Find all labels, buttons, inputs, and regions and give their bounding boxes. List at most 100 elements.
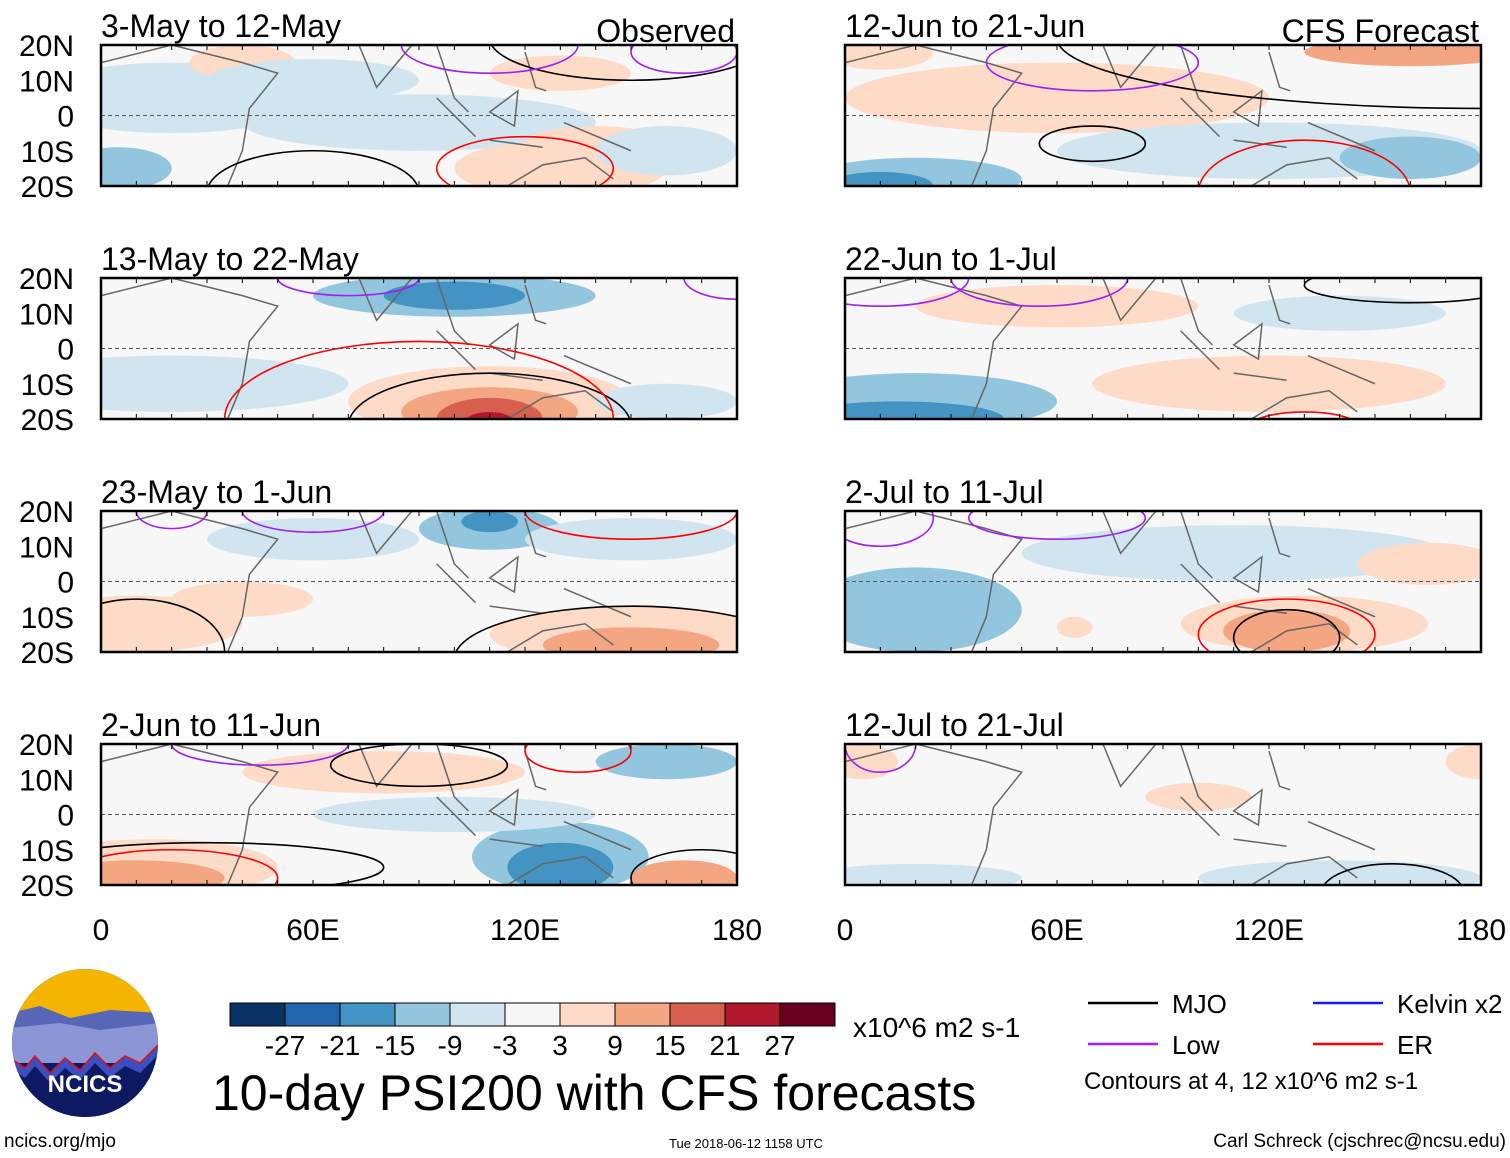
wave-contour xyxy=(985,45,1200,92)
colorbar-swatch xyxy=(284,1002,341,1027)
psi-anomaly-region xyxy=(845,744,898,780)
psi-anomaly-region xyxy=(845,171,934,186)
y-tick-label: 10N xyxy=(19,298,74,331)
psi-anomaly-region xyxy=(461,511,518,533)
wave-contour xyxy=(524,744,632,773)
x-tick-label: 180 xyxy=(1456,914,1506,947)
y-tick-label: 20S xyxy=(21,404,74,437)
column-header: CFS Forecast xyxy=(1282,13,1479,49)
wave-contour xyxy=(1303,278,1481,304)
figure-title: 10-day PSI200 with CFS forecasts xyxy=(212,1065,977,1121)
coastline xyxy=(101,278,632,419)
y-tick-label: 20N xyxy=(19,729,74,762)
wave-contour xyxy=(207,149,419,186)
x-tick-label: 0 xyxy=(93,914,110,947)
y-tick-label: 10S xyxy=(21,835,74,868)
timestamp: Tue 2018-06-12 1158 UTC xyxy=(669,1136,823,1151)
panel-title: 2-Jun to 11-Jun xyxy=(101,707,321,743)
contour-note: Contours at 4, 12 x10^6 m2 s-1 xyxy=(1084,1068,1419,1095)
y-tick-label: 0 xyxy=(57,800,74,833)
wave-contour xyxy=(1197,598,1376,652)
panel-title: 23-May to 1-Jun xyxy=(101,474,332,510)
logo-text: NCICS xyxy=(48,1071,123,1098)
map-panel-5: 12-Jun to 21-Jun CFS Forecast xyxy=(843,8,1483,188)
wave-contour xyxy=(630,848,737,885)
ncics-logo: NCICS xyxy=(12,969,158,1117)
panel-title: 2-Jul to 11-Jul xyxy=(845,474,1044,510)
wave-contour xyxy=(101,598,226,652)
y-tick-label: 10S xyxy=(21,369,74,402)
psi-anomaly-region xyxy=(1233,295,1446,331)
y-tick-label: 20N xyxy=(19,30,74,63)
y-tick-label: 0 xyxy=(57,334,74,367)
colorbar-swatch xyxy=(724,1002,781,1027)
y-tick-label: 10N xyxy=(19,764,74,797)
colorbar-swatch xyxy=(449,1002,506,1027)
legend-label: Kelvin x2 xyxy=(1397,989,1503,1019)
wave-contour xyxy=(348,372,631,419)
psi-anomaly-region xyxy=(1357,542,1481,586)
panel-title: 22-Jun to 1-Jul xyxy=(845,241,1057,277)
wave-contour xyxy=(400,45,579,74)
psi-anomaly-region xyxy=(1339,136,1481,179)
psi-anomaly-region xyxy=(1092,355,1446,412)
colorbar-tick-label: -3 xyxy=(493,1030,518,1061)
psi-anomaly-region xyxy=(595,126,737,176)
colorbar-units: x10^6 m2 s-1 xyxy=(853,1012,1021,1043)
psi-anomaly-region xyxy=(207,518,419,561)
psi-anomaly-region xyxy=(542,627,720,652)
wave-contour xyxy=(455,605,737,652)
panel-title: 3-May to 12-May xyxy=(101,8,341,44)
wave-contour xyxy=(276,278,420,297)
coastline xyxy=(845,511,1376,652)
url-link[interactable]: ncics.org/mjo xyxy=(4,1131,116,1152)
legend: MJO Kelvin x2 Low ER xyxy=(1088,989,1503,1060)
y-tick-label: 20S xyxy=(21,870,74,903)
wave-contour xyxy=(223,340,615,419)
x-tick-label: 60E xyxy=(1030,914,1083,947)
psi-anomaly-region xyxy=(631,860,737,885)
psi-anomaly-region xyxy=(845,863,1022,885)
wave-contour xyxy=(1198,139,1411,186)
colorbar-swatch xyxy=(504,1002,561,1027)
psi-anomaly-region xyxy=(207,59,419,102)
colorbar-swatch xyxy=(229,1002,286,1027)
y-tick-label: 20S xyxy=(21,171,74,204)
psi-anomaly-region xyxy=(383,281,525,310)
author-credit: Carl Schreck (cjschrec@ncsu.edu) xyxy=(1213,1131,1506,1152)
x-tick-label: 0 xyxy=(837,914,854,947)
map-panel-6: 22-Jun to 1-Jul xyxy=(843,241,1483,421)
panel-title: 12-Jul to 21-Jul xyxy=(845,707,1064,743)
wave-contour xyxy=(135,511,208,530)
wave-contour xyxy=(1323,863,1463,885)
colorbar-tick-label: -27 xyxy=(265,1030,305,1061)
wave-contour xyxy=(101,841,385,885)
wave-contour xyxy=(630,45,737,74)
coastline xyxy=(845,45,1376,186)
x-tick-label: 180 xyxy=(712,914,762,947)
wave-contour xyxy=(170,744,350,766)
wave-contour xyxy=(524,511,737,540)
panel-title: 13-May to 22-May xyxy=(101,241,359,277)
psi-anomaly-region xyxy=(1445,744,1481,780)
colorbar-swatch xyxy=(559,1002,616,1027)
y-tick-label: 20N xyxy=(19,496,74,529)
shading-layer xyxy=(101,278,737,419)
psi-anomaly-region xyxy=(242,751,526,794)
psi-anomaly-region xyxy=(101,147,172,186)
psi-anomaly-region xyxy=(1057,616,1093,638)
colorbar-swatch xyxy=(669,1002,726,1027)
shading-layer xyxy=(845,744,1481,885)
psi-anomaly-region xyxy=(595,383,737,419)
shading-layer xyxy=(101,45,737,186)
psi-anomaly-region xyxy=(845,45,934,70)
psi-anomaly-region xyxy=(507,842,614,885)
y-tick-label: 20N xyxy=(19,263,74,296)
wave-contour xyxy=(435,135,615,186)
psi-anomaly-region xyxy=(595,744,737,780)
wave-contour xyxy=(1256,411,1353,419)
